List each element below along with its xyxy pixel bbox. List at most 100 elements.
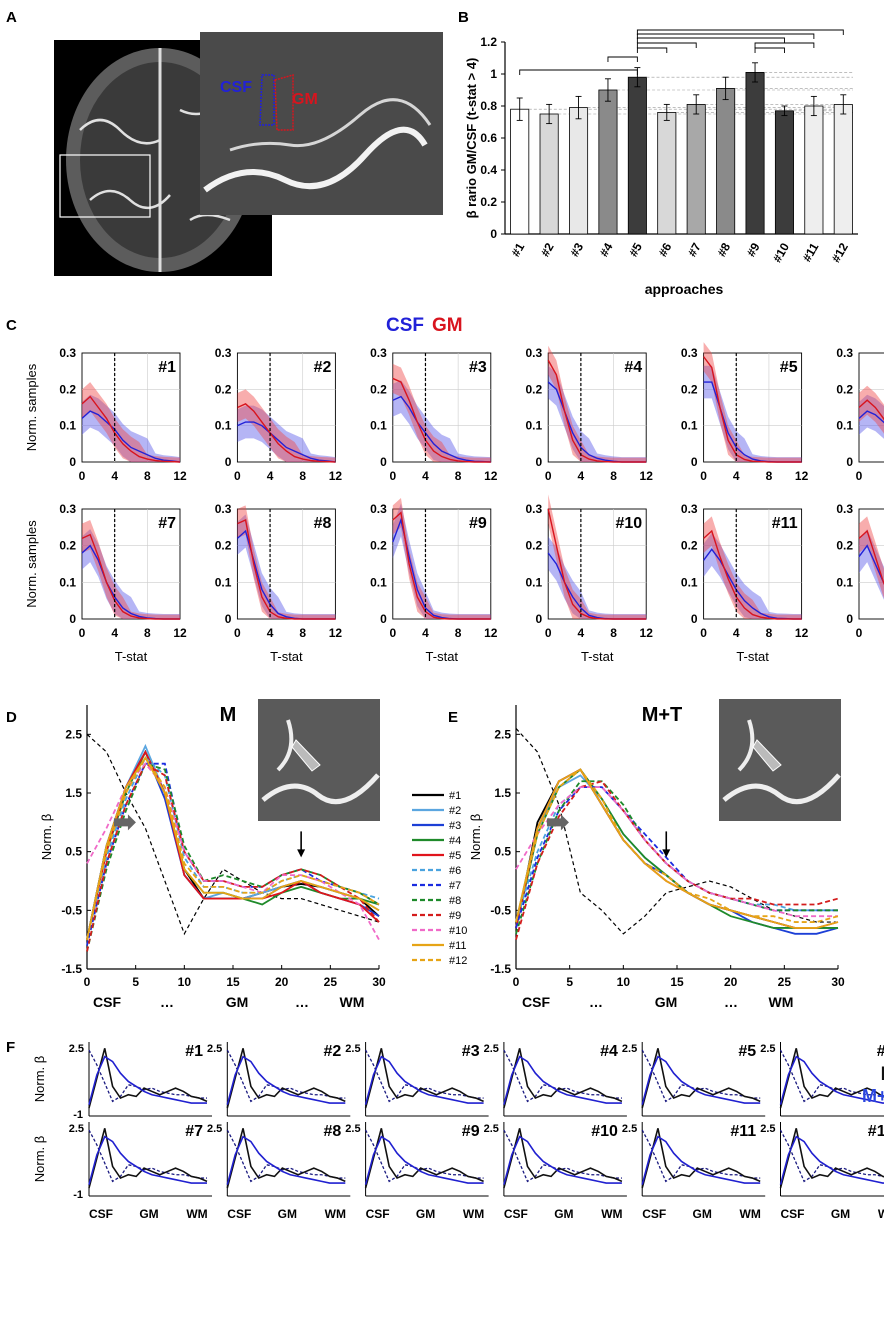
c-x-tick-label: 0 bbox=[856, 626, 863, 640]
b-y-tick-label: 0.8 bbox=[480, 99, 497, 113]
b-y-tick-label: 0 bbox=[490, 227, 497, 241]
c-gm-line bbox=[547, 359, 647, 463]
f-approach-label: #2 bbox=[324, 1043, 342, 1060]
c-x-tick-label: 8 bbox=[610, 469, 617, 483]
c-x-tick-label: 4 bbox=[111, 469, 118, 483]
c-gm-line bbox=[392, 377, 491, 463]
profile-y-tick-label: -0.5 bbox=[61, 903, 82, 917]
f-y-top-label: 2.5 bbox=[760, 1043, 775, 1055]
c-subplot: #11 0 4 8 12 0 0.1 0.2 0.3 T-stat bbox=[681, 502, 809, 664]
c-subplot-frame bbox=[858, 352, 884, 463]
c-y-tick-label: 0 bbox=[380, 612, 387, 626]
c-y-tick-label: 0 bbox=[691, 455, 698, 469]
c-y-tick-label: 0 bbox=[225, 455, 232, 469]
b-category-label: #1 bbox=[509, 240, 528, 259]
f-region-label: GM bbox=[693, 1207, 712, 1221]
f-m-line bbox=[641, 1128, 761, 1189]
c-csf-line bbox=[81, 410, 181, 463]
c-confidence-band bbox=[859, 385, 884, 434]
c-approach-label: #9 bbox=[469, 515, 487, 532]
legend-label: #8 bbox=[449, 895, 461, 907]
c-approach-label: #7 bbox=[158, 515, 176, 532]
f-y-top-label: 2.5 bbox=[622, 1123, 637, 1135]
c-subplot-frame bbox=[236, 352, 336, 463]
b-bar-12 bbox=[833, 104, 853, 235]
legend-label: #7 bbox=[449, 880, 461, 892]
c-x-axis-label: T-stat bbox=[581, 649, 614, 664]
c-x-axis-label: T-stat bbox=[270, 649, 303, 664]
b-category-label: #12 bbox=[829, 240, 851, 265]
c-y-tick-label: 0.2 bbox=[526, 382, 543, 396]
f-legend-m: M bbox=[881, 1064, 884, 1085]
c-confidence-band bbox=[82, 394, 180, 462]
c-approach-label: #1 bbox=[158, 359, 176, 376]
profile-series-12 bbox=[515, 768, 839, 923]
c-x-axis-label: T-stat bbox=[115, 649, 148, 664]
f-m-line bbox=[364, 1048, 484, 1109]
b-bar-1 bbox=[510, 108, 530, 235]
c-y-tick-label: 0.1 bbox=[215, 419, 232, 433]
c-confidence-band bbox=[859, 394, 884, 439]
c-y-tick-label: 0.3 bbox=[681, 502, 698, 516]
f-mt-line bbox=[226, 1135, 346, 1185]
profile-series-7 bbox=[86, 762, 380, 946]
profile-x-tick-label: 20 bbox=[275, 975, 289, 989]
profile-x-tick-label: 15 bbox=[226, 975, 240, 989]
c-subplot: #7 0 4 8 12 0 0.1 0.2 0.3 T-stat Norm. samples bbox=[24, 502, 187, 664]
profile-x-tick-label: 10 bbox=[178, 975, 192, 989]
b-bar-11 bbox=[804, 105, 824, 235]
b-bar-10 bbox=[774, 110, 794, 235]
b-category-label: #5 bbox=[626, 240, 645, 259]
panel-label-b: B bbox=[458, 9, 469, 26]
f-region-label: WM bbox=[463, 1207, 484, 1221]
f-approach-label: #9 bbox=[462, 1123, 480, 1140]
legend-label: #11 bbox=[449, 940, 467, 952]
gm-roi-outline bbox=[274, 74, 294, 131]
c-x-tick-label: 12 bbox=[173, 626, 187, 640]
profile-y-tick-label: 1.5 bbox=[65, 786, 82, 800]
c-x-tick-label: 8 bbox=[299, 469, 306, 483]
c-y-tick-label: 0.1 bbox=[370, 419, 387, 433]
profile-y-tick-label: 0.5 bbox=[65, 845, 82, 859]
c-gm-line bbox=[858, 529, 884, 586]
c-csf-line bbox=[237, 421, 336, 463]
legend-label: #2 bbox=[449, 805, 461, 817]
f-m-line bbox=[88, 1048, 208, 1109]
profile-x-tick-label: 0 bbox=[513, 975, 520, 989]
c-x-tick-label: 0 bbox=[79, 469, 86, 483]
f-y-top-label: 2.5 bbox=[207, 1123, 222, 1135]
f-y-top-label: 2.5 bbox=[69, 1123, 84, 1135]
c-subplot-frame bbox=[703, 508, 803, 620]
profile-region-label: CSF bbox=[93, 994, 121, 1010]
f-y-bottom-label: -1 bbox=[73, 1189, 83, 1201]
f-approach-label: #6 bbox=[877, 1043, 884, 1060]
c-approach-label: #3 bbox=[469, 359, 487, 376]
profile-x-tick-label: 30 bbox=[831, 975, 845, 989]
f-approach-label: #3 bbox=[462, 1043, 480, 1060]
panel-label-d: D bbox=[6, 709, 17, 726]
grey-arrow-marker bbox=[113, 814, 136, 831]
profile-x-tick-label: 15 bbox=[670, 975, 684, 989]
c-y-tick-label: 0 bbox=[846, 612, 853, 626]
f-legend-mt: M+T bbox=[862, 1086, 884, 1106]
c-confidence-band bbox=[703, 532, 802, 619]
c-confidence-band bbox=[859, 516, 884, 599]
c-x-tick-label: 4 bbox=[267, 469, 274, 483]
c-y-tick-label: 0.1 bbox=[59, 419, 76, 433]
f-region-label: GM bbox=[831, 1207, 850, 1221]
c-y-tick-label: 0 bbox=[225, 612, 232, 626]
legend-label: #5 bbox=[449, 850, 461, 862]
f-approach-label: #12 bbox=[868, 1123, 884, 1140]
c-csf-line bbox=[858, 544, 884, 585]
c-x-tick-label: 0 bbox=[545, 626, 552, 640]
profile-reference-line bbox=[515, 728, 838, 935]
f-m-line bbox=[779, 1128, 884, 1189]
c-legend-csf: CSF bbox=[386, 315, 424, 336]
profile-series-7 bbox=[515, 786, 838, 929]
f-region-label: GM bbox=[554, 1207, 573, 1221]
f-subplot: #6 2.5 MM+T bbox=[760, 1042, 884, 1117]
panel-label-c: C bbox=[6, 317, 17, 334]
c-x-tick-label: 4 bbox=[267, 626, 274, 640]
c-x-tick-label: 12 bbox=[640, 626, 654, 640]
f-region-label: WM bbox=[186, 1207, 207, 1221]
